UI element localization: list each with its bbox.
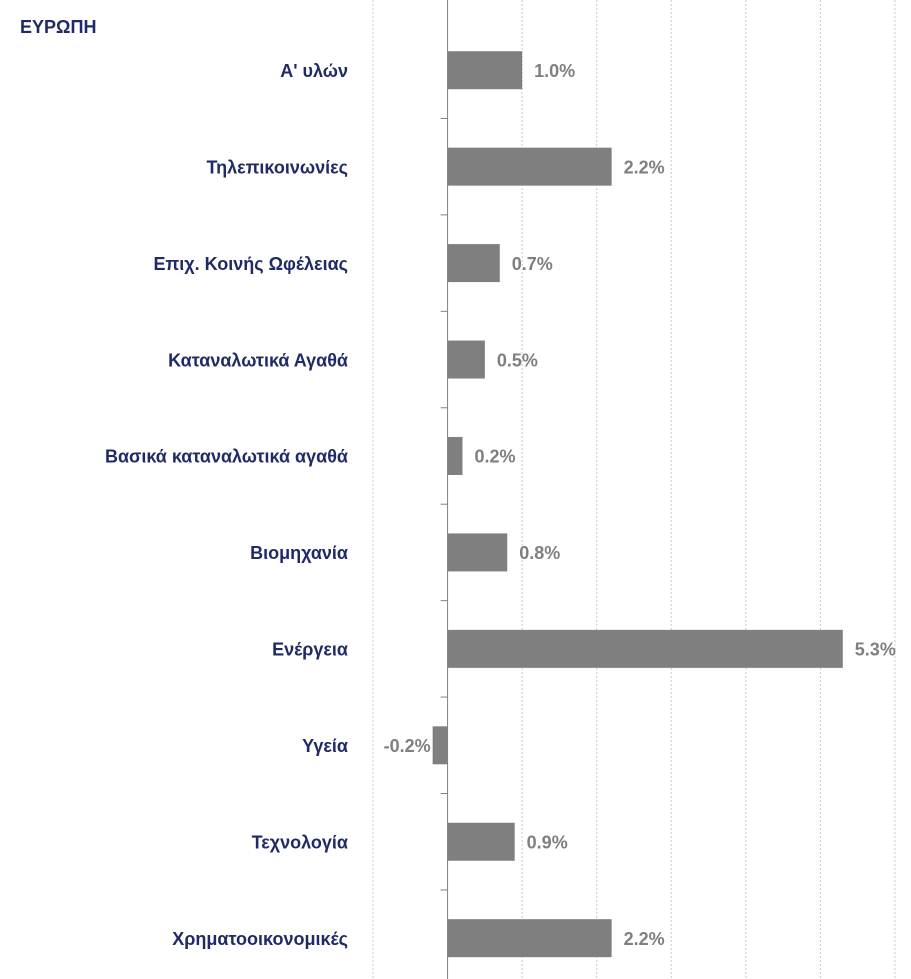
value-label: 0.9%: [527, 832, 568, 852]
value-label: 0.5%: [497, 350, 538, 370]
chart-title: ΕΥΡΩΠΗ: [20, 17, 96, 37]
category-label: Καταναλωτικά Αγαθά: [168, 350, 348, 370]
bar: [447, 51, 523, 90]
value-label: 0.7%: [512, 254, 553, 274]
category-label: Τηλεπικοινωνίες: [206, 157, 348, 177]
category-label: Υγεία: [302, 736, 348, 756]
value-label: 2.2%: [624, 929, 665, 949]
value-label: -0.2%: [384, 736, 431, 756]
value-label: 0.2%: [474, 447, 515, 467]
bar: [447, 629, 843, 668]
bar: [447, 147, 612, 186]
category-label: Επιχ. Κοινής Ωφέλειας: [153, 254, 348, 274]
value-label: 1.0%: [534, 61, 575, 81]
category-label: Τεχνολογία: [252, 832, 348, 852]
value-label: 5.3%: [855, 640, 896, 660]
category-label: Βασικά καταναλωτικά αγαθά: [105, 447, 348, 467]
category-label: Ενέργεια: [272, 640, 348, 660]
category-label: Βιομηχανία: [250, 543, 348, 563]
bar: [447, 533, 508, 572]
bar: [447, 244, 500, 283]
bar: [447, 340, 485, 379]
bar: [432, 726, 448, 765]
value-label: 2.2%: [624, 157, 665, 177]
category-label: Α' υλών: [280, 61, 348, 81]
bar: [447, 822, 515, 861]
category-label: Χρηματοοικονομικές: [172, 929, 348, 949]
bar: [447, 919, 612, 958]
value-label: 0.8%: [519, 543, 560, 563]
bar: [447, 436, 463, 475]
